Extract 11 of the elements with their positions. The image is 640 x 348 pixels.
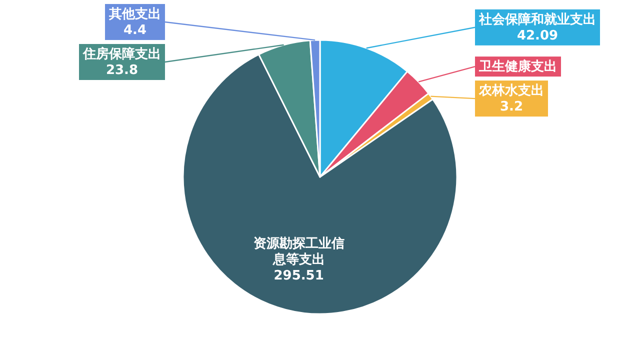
slice-label: 农林水支出 xyxy=(478,84,544,99)
data-label: 3.2 xyxy=(500,100,524,115)
slice-label: 卫生健康支出 xyxy=(478,58,557,75)
slice-label: 住房保障支出 xyxy=(82,46,161,62)
data-label: 4.4 xyxy=(123,23,147,38)
data-label: 42.09 xyxy=(516,28,558,44)
data-label: 23.8 xyxy=(106,63,138,78)
slice-label: 社会保障和就业支出 xyxy=(478,11,596,28)
slice-label: 资源勘探工业信息等支出 xyxy=(253,236,344,268)
data-label: 295.51 xyxy=(274,268,324,284)
slice-label: 其他支出 xyxy=(108,7,161,22)
